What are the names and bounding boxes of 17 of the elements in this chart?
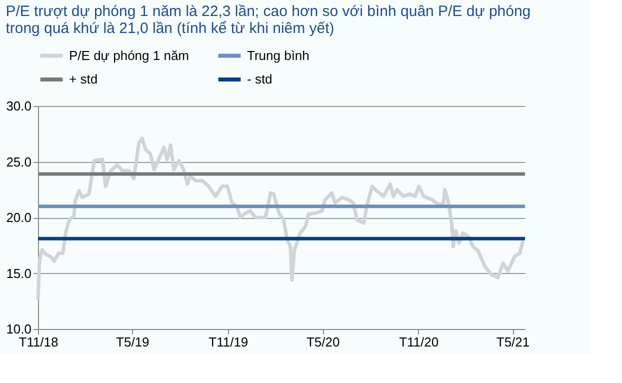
- y-tick-label: 15.0: [6, 266, 32, 281]
- x-tick-label: T11/20: [399, 334, 439, 350]
- y-tick-label: 30.0: [6, 98, 32, 114]
- chart-title: P/E trượt dự phóng 1 năm là 22,3 lần; cao hơn so với bình quân P/E dự phóng trong quá khứ là 21,0 lần (tính kể từ khi niêm yết): [6, 3, 531, 37]
- y-tick-label: 10.0: [6, 322, 32, 336]
- legend-label: P/E dự phóng 1 năm: [69, 48, 190, 63]
- x-tick-label: T5/19: [116, 334, 150, 350]
- x-tick-label: T11/19: [208, 334, 248, 350]
- legend-label: + std: [69, 72, 98, 86]
- legend-label: - std: [247, 72, 272, 86]
- y-tick-label: 25.0: [6, 154, 32, 170]
- line-series: [36, 136, 525, 302]
- legend-label: Trung bình: [247, 48, 310, 63]
- y-tick-label: 20.0: [6, 210, 32, 225]
- x-tick-label: T11/18: [18, 334, 58, 350]
- x-tick-label: T5/20: [306, 334, 340, 350]
- x-tick-label: T5/21: [496, 334, 530, 350]
